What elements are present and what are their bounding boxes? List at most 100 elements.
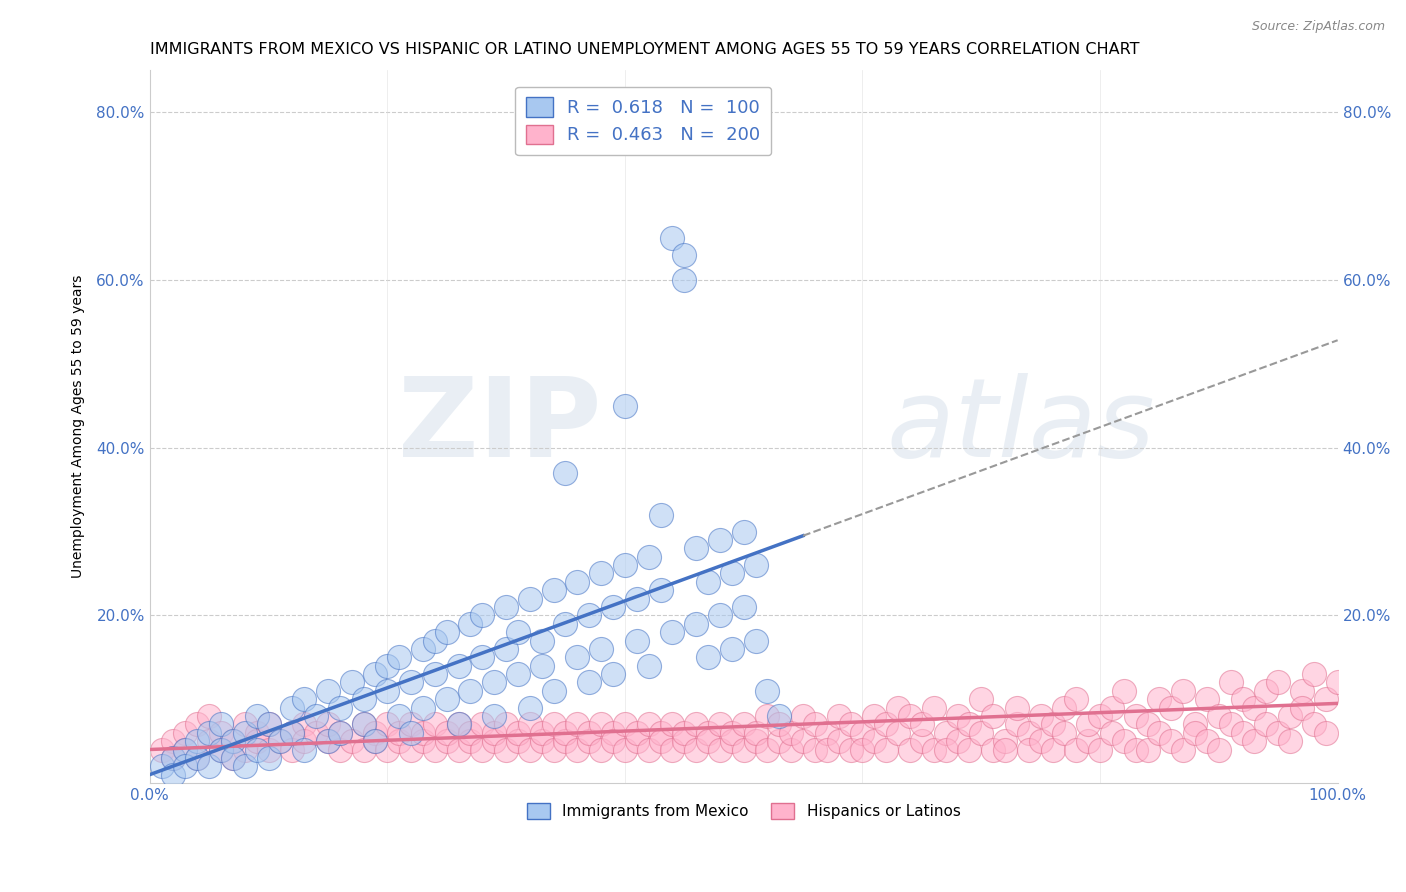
Point (1315, 692, 1337, 706)
Point (1042, 717, 1064, 731)
Point (685, 541, 707, 556)
Point (804, 717, 827, 731)
Point (733, 599, 755, 614)
Point (650, 734, 672, 748)
Point (257, 751, 280, 765)
Point (720, 725, 742, 739)
Point (780, 742, 803, 756)
Point (554, 734, 576, 748)
Point (1136, 742, 1159, 756)
Point (353, 717, 375, 731)
Point (1018, 742, 1040, 756)
Point (506, 667, 529, 681)
Point (744, 725, 766, 739)
Point (519, 700, 541, 714)
Point (863, 709, 886, 723)
Point (233, 717, 256, 731)
Point (436, 725, 458, 739)
Point (1053, 700, 1076, 714)
Point (1029, 734, 1052, 748)
Point (875, 717, 897, 731)
Point (186, 734, 208, 748)
Point (922, 742, 945, 756)
Point (637, 549, 659, 564)
Point (316, 717, 339, 731)
Point (697, 734, 720, 748)
Point (1184, 717, 1206, 731)
Point (733, 524, 755, 539)
Point (1125, 709, 1147, 723)
Point (375, 683, 398, 698)
Point (685, 616, 707, 631)
Point (162, 751, 184, 765)
Point (257, 717, 280, 731)
Point (815, 725, 838, 739)
Point (305, 709, 328, 723)
Point (1279, 709, 1302, 723)
Point (744, 633, 766, 648)
Point (591, 717, 613, 731)
Point (436, 734, 458, 748)
Point (375, 742, 398, 756)
Point (1149, 692, 1171, 706)
Point (626, 734, 648, 748)
Point (1173, 742, 1195, 756)
Point (412, 725, 434, 739)
Point (613, 558, 636, 572)
Point (756, 709, 779, 723)
Point (198, 725, 221, 739)
Point (506, 734, 529, 748)
Point (1077, 717, 1099, 731)
Point (661, 717, 683, 731)
Point (994, 742, 1017, 756)
Point (329, 725, 352, 739)
Point (292, 734, 315, 748)
Point (495, 599, 517, 614)
Point (233, 725, 256, 739)
Point (946, 709, 969, 723)
Point (911, 717, 934, 731)
Point (162, 734, 184, 748)
Point (1195, 734, 1218, 748)
Point (626, 633, 648, 648)
Point (591, 566, 613, 581)
Point (922, 700, 945, 714)
Point (1195, 692, 1218, 706)
Point (316, 734, 339, 748)
Point (591, 742, 613, 756)
Point (1066, 692, 1088, 706)
Point (353, 692, 375, 706)
Point (887, 700, 910, 714)
Point (1066, 742, 1088, 756)
Point (1219, 717, 1241, 731)
Point (412, 641, 434, 656)
Point (209, 725, 232, 739)
Point (804, 742, 827, 756)
Point (519, 717, 541, 731)
Point (1112, 734, 1135, 748)
Point (209, 742, 232, 756)
Point (269, 734, 291, 748)
Point (364, 667, 387, 681)
Point (792, 734, 814, 748)
Point (257, 717, 280, 731)
Point (970, 692, 993, 706)
Point (613, 399, 636, 413)
Point (316, 734, 339, 748)
Point (898, 709, 921, 723)
Text: Source: ZipAtlas.com: Source: ZipAtlas.com (1251, 20, 1385, 33)
Point (353, 742, 375, 756)
Point (792, 709, 814, 723)
Point (1256, 717, 1278, 731)
Point (162, 767, 184, 781)
Point (150, 759, 173, 773)
Point (388, 725, 411, 739)
Text: ZIP: ZIP (398, 373, 602, 480)
Point (447, 658, 470, 673)
Point (994, 734, 1017, 748)
Point (246, 734, 269, 748)
Point (209, 742, 232, 756)
Point (637, 658, 659, 673)
Point (1136, 717, 1159, 731)
Point (506, 725, 529, 739)
